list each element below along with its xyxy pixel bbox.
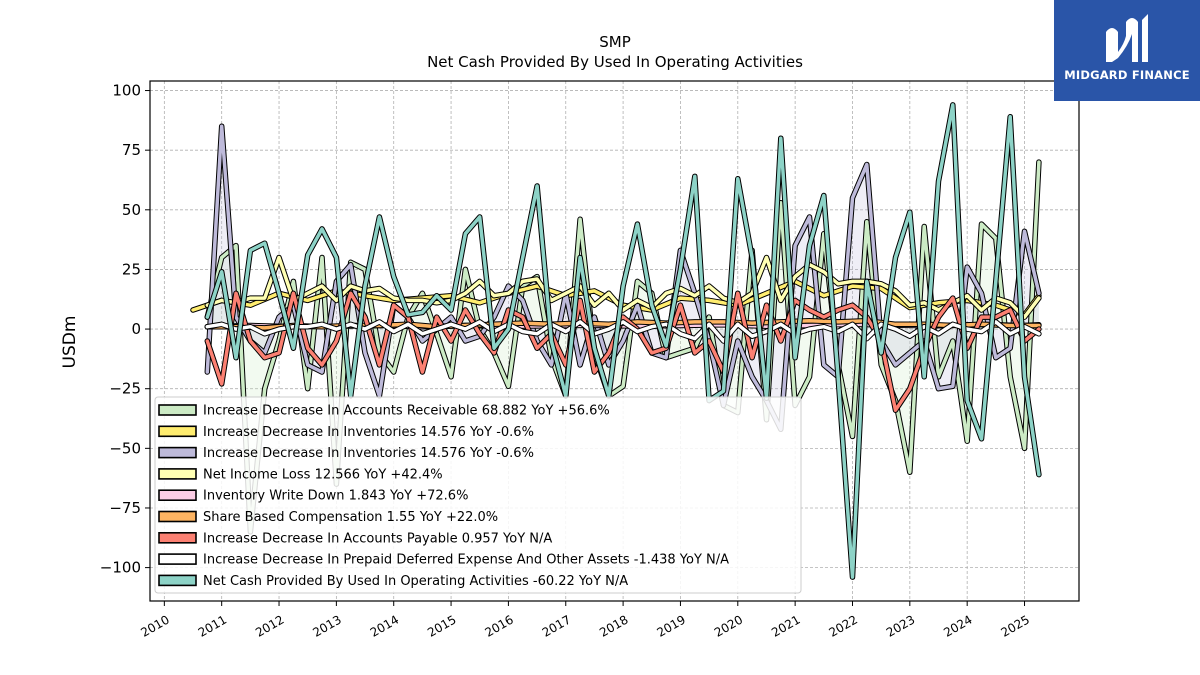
x-tick-label: 2021 (769, 612, 802, 639)
legend-swatch (158, 425, 197, 438)
shaded-areas (207, 126, 1039, 532)
legend-swatch (158, 468, 197, 480)
brand-logo: MIDGARD FINANCE (1054, 0, 1200, 101)
legend-label: Net Cash Provided By Used In Operating A… (203, 574, 628, 589)
brand-name: MIDGARD FINANCE (1064, 68, 1190, 82)
chart-subtitle: Net Cash Provided By Used In Operating A… (427, 53, 803, 71)
x-tick-label: 2010 (138, 612, 171, 639)
series-line-4 (204, 254, 1042, 320)
x-tick-label: 2019 (654, 612, 687, 639)
x-tick-label: 2024 (941, 612, 974, 639)
y-axis-label: USDm (60, 316, 80, 369)
legend-swatch (158, 553, 197, 565)
y-tick-label: −75 (109, 499, 141, 517)
x-tick-label: 2012 (253, 612, 286, 639)
y-tick-label: 75 (122, 141, 141, 159)
y-tick-label: −25 (109, 380, 141, 398)
x-tick-label: 2023 (884, 612, 917, 639)
brand-mark-icon (1106, 14, 1148, 62)
legend-label: Increase Decrease In Prepaid Deferred Ex… (203, 553, 729, 568)
x-tick-label: 2011 (196, 612, 229, 639)
legend-swatch (158, 531, 197, 544)
x-tick-label: 2022 (827, 612, 860, 639)
x-tick-label: 2025 (999, 612, 1032, 639)
legend-label: Net Income Loss 12.566 YoY +42.4% (203, 467, 443, 482)
y-tick-label: 100 (112, 82, 141, 100)
series-stroke (205, 103, 1041, 579)
legend-box (154, 396, 802, 594)
x-tick-label: 2016 (482, 612, 515, 639)
x-tick-label: 2018 (597, 612, 630, 639)
series-line-7 (204, 290, 1042, 413)
y-tick-label: 0 (131, 320, 141, 338)
x-tick-label: 2017 (540, 612, 573, 639)
chart-title: SMP (599, 33, 631, 51)
series-line-3 (204, 123, 1042, 433)
legend-swatch (158, 510, 197, 523)
legend-swatch (158, 574, 197, 587)
y-tick-label: −100 (100, 559, 141, 577)
legend-label: Increase Decrease In Accounts Payable 0.… (203, 531, 552, 546)
x-tick-label: 2015 (425, 612, 458, 639)
legend-label: Increase Decrease In Inventories 14.576 … (203, 425, 534, 440)
legend-label: Inventory Write Down 1.843 YoY +72.6% (203, 489, 468, 504)
series-shade (207, 162, 1039, 532)
x-tick-label: 2013 (310, 612, 343, 639)
series-stroke (205, 255, 1041, 319)
series-stroke (205, 124, 1041, 432)
series-shade (207, 126, 1039, 430)
series-line-9 (204, 102, 1042, 580)
x-tick-label: 2020 (712, 612, 745, 639)
y-tick-label: −50 (109, 439, 141, 457)
plot-frame (149, 80, 1080, 602)
y-tick-label: 50 (122, 201, 141, 219)
y-tick-label: 25 (122, 260, 141, 278)
x-tick-label: 2014 (368, 612, 401, 639)
series-stroke (205, 291, 1041, 412)
legend-swatch (158, 489, 197, 502)
series-lines (190, 102, 1042, 580)
legend-label: Increase Decrease In Inventories 14.576 … (203, 446, 534, 461)
legend-label: Share Based Compensation 1.55 YoY +22.0% (203, 510, 498, 525)
legend: Increase Decrease In Accounts Receivable… (154, 396, 802, 594)
legend-label: Increase Decrease In Accounts Receivable… (203, 404, 610, 419)
legend-swatch (158, 446, 197, 459)
legend-swatch (158, 404, 197, 416)
